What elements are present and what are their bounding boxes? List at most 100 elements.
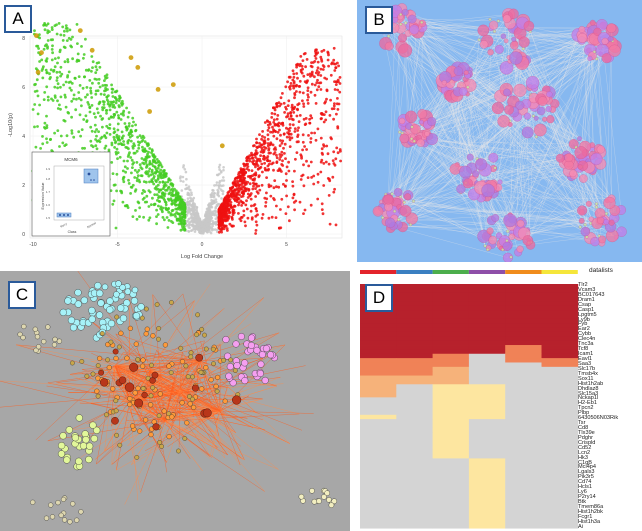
heatmap-cell	[396, 458, 433, 464]
network-node	[420, 20, 424, 24]
heatmap-cell	[396, 488, 433, 494]
heatmap-cell	[360, 484, 397, 490]
volcano-point	[133, 168, 137, 172]
inset-y-tick: 1.9	[46, 167, 51, 171]
volcano-point	[135, 161, 139, 164]
volcano-point	[168, 191, 172, 195]
network-node	[188, 354, 194, 360]
network-node	[30, 499, 36, 505]
volcano-point	[145, 163, 149, 167]
network-node	[57, 442, 66, 450]
heatmap-cell	[360, 371, 397, 376]
volcano-point	[138, 180, 142, 184]
network-node	[331, 498, 338, 504]
volcano-point	[43, 28, 47, 32]
heatmap-cell	[468, 497, 506, 503]
network-node	[78, 509, 84, 515]
network-node	[214, 388, 220, 394]
volcano-point	[127, 122, 131, 125]
network-node	[407, 14, 417, 24]
network-node	[49, 514, 56, 520]
volcano-point	[336, 126, 340, 130]
volcano-point	[255, 152, 258, 156]
network-edge	[496, 188, 622, 211]
volcano-point	[191, 198, 195, 202]
heatmap-cell	[468, 454, 506, 459]
network-node	[508, 8, 519, 19]
volcano-point	[161, 180, 165, 184]
volcano-point	[286, 112, 290, 116]
volcano-point	[273, 151, 277, 154]
volcano-point	[94, 144, 98, 148]
volcano-point	[316, 127, 320, 131]
volcano-point	[101, 108, 105, 112]
gene-label: Tsr	[578, 420, 586, 426]
volcano-point	[148, 180, 151, 184]
volcano-point	[218, 225, 221, 228]
network-node	[237, 333, 245, 341]
volcano-point	[162, 197, 166, 200]
network-edge	[164, 413, 300, 422]
heatmap-cell	[541, 445, 579, 451]
network-hub-node	[202, 408, 212, 418]
volcano-point	[242, 179, 246, 182]
network-edge	[388, 196, 612, 199]
volcano-point	[241, 167, 245, 171]
heatmap-cell	[468, 436, 506, 442]
heatmap-cell	[468, 340, 506, 346]
heatmap-cell	[468, 384, 506, 390]
volcano-point	[244, 189, 248, 193]
volcano-point	[284, 85, 288, 89]
volcano-point	[138, 163, 142, 167]
heatmap-cell	[432, 336, 470, 342]
heatmap-cell	[432, 449, 470, 455]
volcano-point	[116, 157, 119, 161]
network-edge	[391, 193, 493, 241]
volcano-point	[122, 175, 126, 179]
volcano-point	[275, 160, 279, 164]
heatmap-cell	[432, 397, 470, 403]
network-node	[17, 331, 23, 338]
volcano-point	[117, 137, 121, 141]
volcano-point	[154, 171, 158, 175]
heatmap-cell	[468, 475, 506, 481]
volcano-point	[108, 104, 112, 108]
heatmap-cell	[396, 427, 433, 433]
volcano-point	[51, 51, 54, 55]
volcano-point	[317, 71, 321, 74]
volcano-point	[278, 153, 282, 156]
network-node	[169, 414, 175, 420]
volcano-point	[166, 226, 170, 229]
volcano-point	[170, 183, 174, 186]
heatmap-cell	[396, 340, 433, 346]
gene-label: Dhdlaz8	[578, 385, 599, 392]
volcano-point	[129, 185, 133, 189]
volcano-point	[88, 79, 92, 82]
heatmap-cell	[505, 471, 542, 477]
heatmap-cell	[505, 523, 542, 529]
network-node	[148, 432, 154, 438]
volcano-point	[157, 164, 161, 167]
network-edge	[170, 377, 181, 392]
colorbar-segment	[360, 270, 397, 274]
volcano-point	[135, 217, 139, 221]
network-edge	[400, 28, 591, 224]
volcano-point	[336, 108, 340, 111]
volcano-point	[217, 210, 221, 213]
volcano-point	[295, 151, 299, 155]
volcano-point	[144, 155, 148, 159]
volcano-point	[171, 193, 175, 197]
volcano-point	[220, 220, 224, 223]
heatmap-cell	[432, 423, 470, 429]
volcano-point	[217, 186, 221, 190]
volcano-point	[241, 175, 245, 179]
volcano-point	[107, 117, 111, 121]
network-edge	[461, 84, 482, 199]
network-node	[229, 379, 237, 387]
gene-label: Ly6	[578, 489, 587, 496]
network-node	[166, 434, 172, 440]
volcano-point	[59, 107, 62, 111]
heatmap-cell	[505, 484, 542, 490]
network-node	[502, 241, 512, 251]
network-edge	[465, 39, 480, 173]
